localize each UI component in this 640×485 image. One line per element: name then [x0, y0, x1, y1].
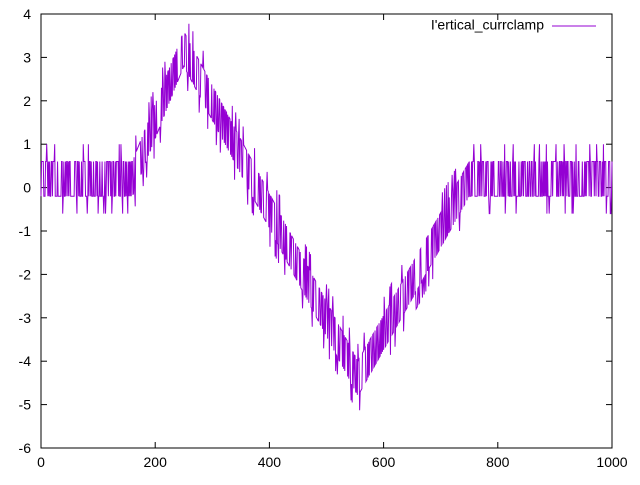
y-tick-label: -5 [19, 397, 32, 413]
y-tick-label: -3 [19, 310, 32, 326]
y-tick-label: -4 [19, 353, 32, 369]
y-tick-label: 3 [23, 49, 31, 65]
series-layer [40, 23, 613, 411]
y-tick-label: 0 [23, 180, 31, 196]
x-tick-label: 200 [144, 454, 168, 470]
x-tick-label: 800 [486, 454, 510, 470]
y-tick-label: -2 [19, 266, 32, 282]
y-tick-label: 4 [23, 6, 31, 22]
y-tick-label: 1 [23, 136, 31, 152]
legend-label: I'ertical_currclamp [431, 17, 544, 33]
x-tick-label: 400 [258, 454, 282, 470]
x-tick-label: 1000 [596, 454, 627, 470]
axes: 0 200 400 600 800 1000 -6 -5 -4 -3 -2 -1 0 1 2 3 4 [19, 6, 628, 470]
y-tick-label: -1 [19, 223, 32, 239]
y-tick-label: -6 [19, 440, 32, 456]
x-tick-label: 600 [372, 454, 396, 470]
legend: I'ertical_currclamp [431, 17, 596, 33]
y-tick-label: 2 [23, 93, 31, 109]
x-tick-label: 0 [37, 454, 45, 470]
series-line-0 [40, 23, 613, 411]
